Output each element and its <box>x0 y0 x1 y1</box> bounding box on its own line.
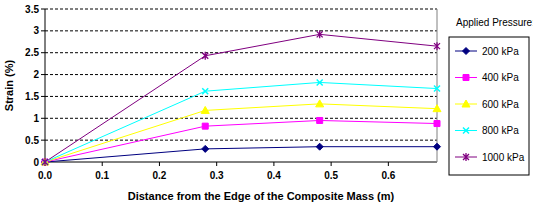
grid-line <box>45 96 437 97</box>
y-tick-label: 3.5 <box>25 4 39 15</box>
point <box>41 158 49 165</box>
y-tick-label: 3 <box>33 25 39 36</box>
legend-marker <box>463 128 469 134</box>
y-axis <box>45 9 46 162</box>
x-tick-label: 0.6 <box>381 170 395 181</box>
plot-area <box>41 30 441 166</box>
y-tick-label: 0.5 <box>25 135 39 146</box>
point <box>202 52 208 60</box>
x-tick <box>159 162 160 166</box>
y-tick <box>41 118 45 119</box>
grid-line <box>45 74 437 75</box>
background <box>0 0 533 210</box>
x-tick-label: 0.1 <box>95 170 109 181</box>
point <box>434 121 440 127</box>
y-tick-label: 2 <box>33 69 39 80</box>
grid-line <box>45 118 437 119</box>
x-tick <box>388 162 389 166</box>
point <box>434 42 440 50</box>
point <box>202 123 208 129</box>
y-tick <box>41 74 45 75</box>
series-line <box>45 104 437 162</box>
x-tick-label: 0.2 <box>152 170 166 181</box>
legend-box <box>449 37 529 175</box>
series-line <box>45 34 437 162</box>
y-tick <box>41 96 45 97</box>
y-tick <box>41 52 45 53</box>
legend-label: 800 kPa <box>482 125 519 136</box>
point <box>42 159 48 165</box>
point <box>316 143 323 150</box>
x-tick-label: 0.0 <box>38 170 52 181</box>
point <box>434 143 441 150</box>
series-line <box>45 82 437 162</box>
series-line <box>45 120 437 162</box>
point <box>202 88 208 94</box>
x-axis <box>45 162 437 163</box>
point <box>433 105 441 112</box>
grid-line <box>45 30 437 31</box>
legend-label: 200 kPa <box>482 46 519 57</box>
point <box>202 145 209 152</box>
x-axis-title: Distance from the Edge of the Composite … <box>128 190 395 202</box>
legend-label: 600 kPa <box>482 99 519 110</box>
legend-marker <box>462 100 470 107</box>
point <box>317 79 323 85</box>
legend-title: Applied Pressure: <box>456 17 533 28</box>
legend-label: 400 kPa <box>482 72 519 83</box>
y-axis-title: Strain (%) <box>3 59 15 111</box>
x-tick-label: 0.3 <box>210 170 224 181</box>
legend-marker <box>463 75 469 81</box>
y-tick <box>41 30 45 31</box>
point <box>316 100 324 107</box>
point <box>201 106 209 113</box>
y-tick <box>41 140 45 141</box>
y-tick-label: 2.5 <box>25 47 39 58</box>
grid-line <box>45 9 437 10</box>
y-tick-label: 1.5 <box>25 91 39 102</box>
plot-frame-right <box>437 9 438 162</box>
legend-label: 1000 kPa <box>482 152 525 163</box>
point <box>42 159 48 165</box>
x-tick <box>102 162 103 166</box>
point <box>434 86 440 92</box>
x-tick <box>216 162 217 166</box>
point <box>42 158 48 166</box>
grid-line <box>45 140 437 141</box>
point <box>317 117 323 123</box>
x-tick-label: 0.4 <box>267 170 281 181</box>
point <box>42 159 49 166</box>
x-tick <box>331 162 332 166</box>
x-tick-label: 0.5 <box>324 170 338 181</box>
point <box>317 30 323 38</box>
legend: 200 kPa 400 kPa 600 kPa 800 kPa 1000 kPa <box>449 37 529 175</box>
y-tick-label: 0 <box>33 157 39 168</box>
legend-marker <box>463 48 470 55</box>
chart: 0 0.5 1 1.5 2 2.5 3 3.5 0.0 0.1 0.2 0.3 0.4 0.5 0.6 Dis… <box>0 0 533 210</box>
x-tick <box>273 162 274 166</box>
y-tick <box>41 9 45 10</box>
legend-marker <box>463 153 469 161</box>
y-tick-label: 1 <box>33 113 39 124</box>
grid-line <box>45 52 437 53</box>
